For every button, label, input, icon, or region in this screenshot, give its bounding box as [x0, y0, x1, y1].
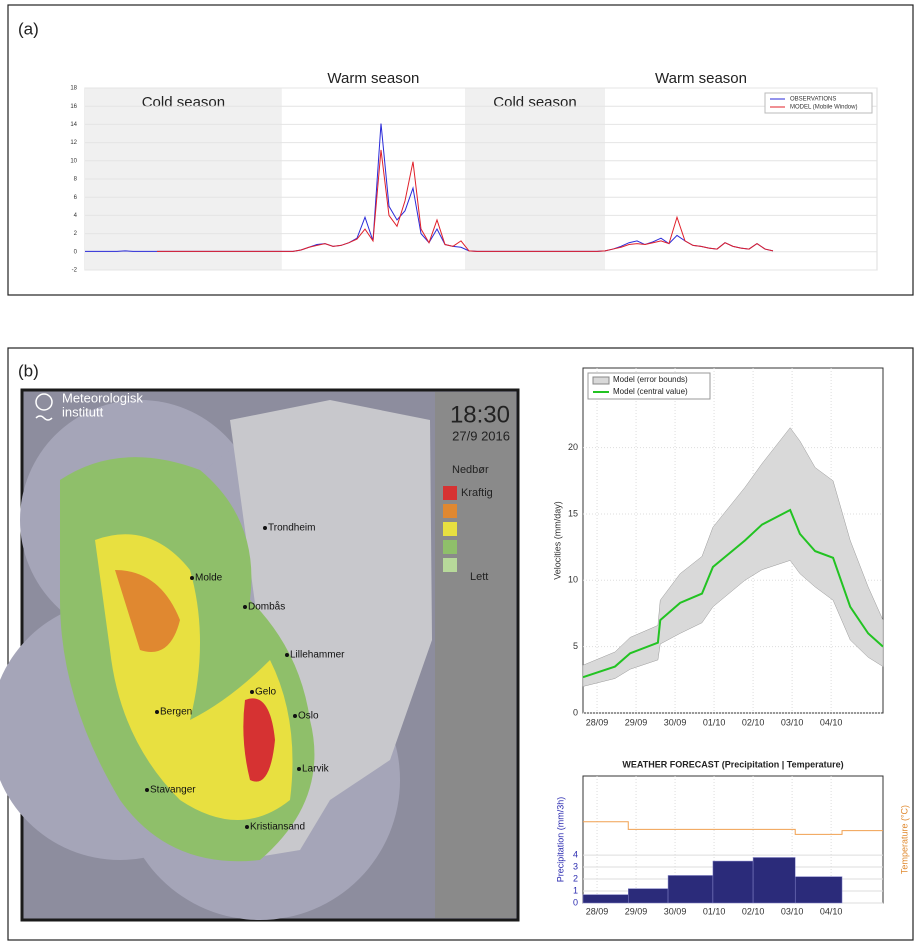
bar	[795, 877, 842, 903]
bar	[713, 861, 753, 903]
figure: (a) (b) Meteorologisk institutt 18:30 27…	[0, 0, 919, 945]
bar	[668, 875, 713, 903]
x-tick-label: 03/10	[781, 717, 804, 727]
y-tick-label: 5	[573, 641, 578, 651]
city-label: Oslo	[298, 711, 319, 722]
legend-label: Kraftig	[461, 487, 493, 499]
legend-swatch	[443, 504, 457, 518]
legend-label: Lett	[470, 571, 488, 583]
y-tick-label: 2	[573, 873, 578, 883]
city-dot	[293, 714, 297, 718]
legend-label: MODEL (Mobile Window)	[790, 105, 857, 111]
y-tick-label: 1	[573, 885, 578, 895]
y-tick-label: 14	[70, 122, 77, 128]
legend-label: Model (central value)	[613, 387, 688, 396]
legend-swatch	[443, 558, 457, 572]
city-label: Molde	[195, 573, 223, 584]
y-tick-label: 10	[70, 158, 77, 164]
y-tick-label: 0	[573, 707, 578, 717]
x-tick-label: 28/09	[586, 906, 609, 916]
legend-swatch	[593, 377, 609, 384]
brand: institutt	[62, 404, 104, 419]
y-tick-label: 3	[573, 861, 578, 871]
season-label: Cold season	[142, 94, 225, 111]
panel-label: (a)	[18, 19, 39, 38]
city-label: Stavanger	[150, 785, 196, 796]
y-tick-label: 10	[568, 575, 578, 585]
city-label: Trondheim	[268, 523, 315, 534]
season-label: Cold season	[493, 94, 576, 111]
y-tick-label: -2	[72, 268, 78, 274]
bar	[753, 857, 795, 903]
city-label: Bergen	[160, 707, 192, 718]
x-tick-label: 02/10	[742, 717, 765, 727]
radar-map: Meteorologisk institutt 18:30 27/9 2016 …	[0, 390, 518, 920]
city-dot	[250, 690, 254, 694]
city-dot	[297, 767, 301, 771]
y-axis-label: Precipitation (mm/3h)	[555, 797, 565, 883]
x-tick-label: 28/09	[586, 717, 609, 727]
legend-swatch	[443, 486, 457, 500]
x-tick-label: 04/10	[820, 717, 843, 727]
city-dot	[155, 710, 159, 714]
x-tick-label: 01/10	[703, 717, 726, 727]
legend-title: Nedbør	[452, 464, 489, 476]
y-tick-label: 4	[573, 849, 578, 859]
city-dot	[190, 576, 194, 580]
x-tick-label: 30/09	[664, 906, 687, 916]
legend-label: Model (error bounds)	[613, 375, 688, 384]
season-label: Warm season	[655, 70, 747, 87]
x-tick-label: 03/10	[781, 906, 804, 916]
city-label: Lillehammer	[290, 650, 345, 661]
legend-swatch	[443, 522, 457, 536]
city-dot	[145, 788, 149, 792]
y-tick-label: 16	[70, 104, 77, 110]
season-label: Warm season	[327, 70, 419, 87]
map-date: 27/9 2016	[452, 428, 510, 443]
bar	[628, 889, 668, 903]
city-label: Gelo	[255, 687, 277, 698]
y2-axis-label: Temperature (°C)	[899, 805, 909, 874]
city-label: Kristiansand	[250, 822, 305, 833]
y-tick-label: 18	[70, 86, 77, 92]
y-tick-label: 15	[568, 508, 578, 518]
city-dot	[285, 653, 289, 657]
y-tick-label: 0	[573, 897, 578, 907]
x-tick-label: 29/09	[625, 906, 648, 916]
city-dot	[245, 825, 249, 829]
city-dot	[263, 526, 267, 530]
panel-label: (b)	[18, 361, 39, 380]
y-axis-label: Velocities (mm/day)	[552, 501, 562, 580]
y-tick-label: 20	[568, 442, 578, 452]
chart-title: WEATHER FORECAST (Precipitation | Temper…	[622, 759, 843, 769]
city-label: Larvik	[302, 764, 330, 775]
legend-label: OBSERVATIONS	[790, 97, 836, 103]
brand: Meteorologisk	[62, 390, 143, 405]
city-dot	[243, 605, 247, 609]
x-tick-label: 30/09	[664, 717, 687, 727]
x-tick-label: 04/10	[820, 906, 843, 916]
y-tick-label: 12	[70, 140, 77, 146]
city-label: Dombås	[248, 601, 285, 613]
x-tick-label: 02/10	[742, 906, 765, 916]
legend-swatch	[443, 540, 457, 554]
x-tick-label: 01/10	[703, 906, 726, 916]
x-tick-label: 29/09	[625, 717, 648, 727]
map-time: 18:30	[450, 401, 510, 428]
bar	[583, 895, 628, 903]
